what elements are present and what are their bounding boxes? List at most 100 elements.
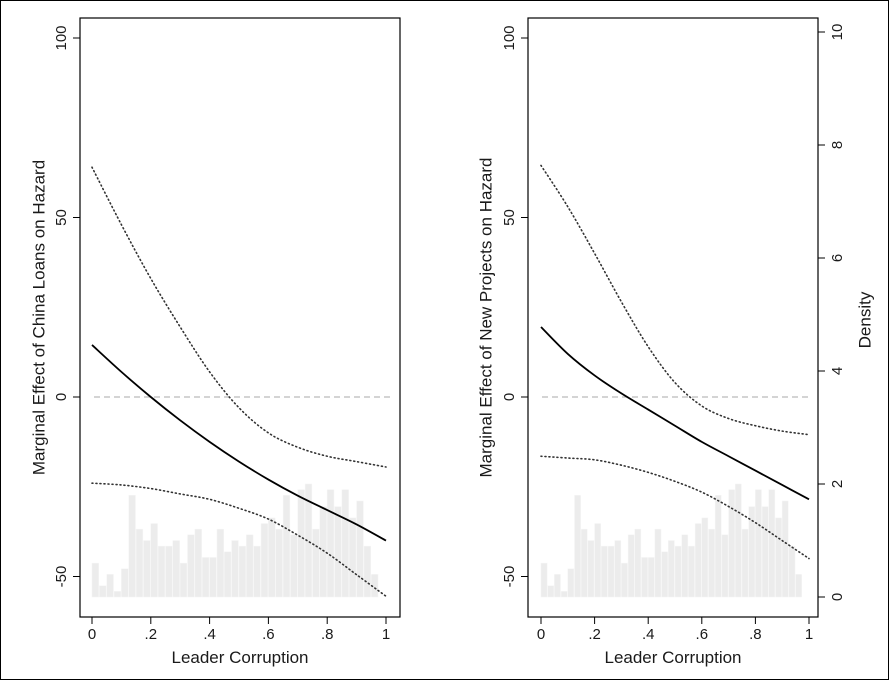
histogram-bar <box>775 517 782 598</box>
histogram-bar <box>202 557 210 598</box>
histogram-bar <box>150 523 158 598</box>
histogram-bar <box>567 568 575 598</box>
histogram-bar <box>312 528 320 598</box>
y-tick-label: 0 <box>53 393 70 401</box>
x-tick-label: .8 <box>749 626 762 643</box>
histogram-bar <box>654 528 662 598</box>
histogram-bar <box>172 540 180 598</box>
histogram-bar <box>755 489 762 598</box>
histogram-bar <box>121 568 129 598</box>
histogram-bar <box>349 517 357 598</box>
histogram-right <box>540 483 802 598</box>
y-axis-left: -50 0 50 100 <box>53 25 80 587</box>
histogram-bar <box>194 528 202 598</box>
histogram-bar <box>216 528 224 598</box>
effect-lines-right <box>540 164 810 560</box>
histogram-bar <box>554 574 561 598</box>
histogram-bar <box>674 545 682 598</box>
histogram-bar <box>547 585 555 598</box>
histogram-bar <box>708 528 715 598</box>
panel-new-projects: 0 .2 .4 .6 .8 1 -50 0 50 100 0 2 4 6 8 10 Leader Corr… <box>476 17 874 667</box>
marginal-effect-line <box>91 344 387 542</box>
histogram-bar <box>209 557 217 598</box>
histogram-bar <box>326 489 335 598</box>
histogram-bar <box>587 540 595 598</box>
y-axis-title-left: Marginal Effect of China Loans on Hazard <box>29 160 48 475</box>
histogram-bar <box>795 574 802 598</box>
density-tick-label: 0 <box>829 593 846 601</box>
histogram-bar <box>594 523 601 598</box>
histogram-bar <box>741 528 749 598</box>
y-tick-label: 50 <box>53 209 70 226</box>
density-tick-label: 2 <box>829 480 846 488</box>
y-tick-label: 100 <box>53 25 70 50</box>
x-tick-label: .8 <box>321 626 334 643</box>
histogram-bar <box>113 591 122 598</box>
ci-lower-line <box>540 455 810 560</box>
histogram-bar <box>260 523 269 598</box>
ci-lower-line <box>91 482 387 598</box>
histogram-bar <box>661 551 668 598</box>
histogram-bar <box>701 517 709 598</box>
histogram-bar <box>647 557 655 598</box>
histogram-bar <box>341 489 349 598</box>
density-tick-label: 6 <box>829 254 846 262</box>
x-tick-label: 1 <box>382 626 390 643</box>
histogram-bar <box>721 534 729 598</box>
histogram-bar <box>238 545 246 598</box>
x-axis-left: 0 .2 .4 .6 .8 1 <box>88 617 390 643</box>
histogram-bar <box>231 540 239 598</box>
histogram-bar <box>135 528 144 598</box>
histogram-bar <box>363 545 371 598</box>
density-tick-label: 10 <box>829 24 846 41</box>
histogram-bar <box>781 500 789 598</box>
x-tick-label: .4 <box>642 626 655 643</box>
x-tick-label: 1 <box>805 626 813 643</box>
x-tick-label: .2 <box>145 626 158 643</box>
histogram-bar <box>334 506 342 598</box>
histogram-bar <box>574 495 581 598</box>
histogram-bar <box>627 534 635 598</box>
histogram-bar <box>128 495 136 598</box>
y-tick-label: -50 <box>53 566 70 588</box>
histogram-bar <box>106 574 114 598</box>
histogram-bar <box>282 495 291 598</box>
histogram-bar <box>614 540 622 598</box>
histogram-bar <box>157 545 166 598</box>
ci-upper-line <box>91 166 387 468</box>
x-tick-label: 0 <box>537 626 545 643</box>
histogram-bar <box>668 540 675 598</box>
histogram-bar <box>304 483 313 598</box>
y-tick-label: 100 <box>501 25 518 50</box>
histogram-bar <box>601 545 608 598</box>
histogram-bar <box>165 545 173 598</box>
y-tick-label: 50 <box>501 209 518 226</box>
panel-china-loans: 0 .2 .4 .6 .8 1 -50 0 50 100 Leader Corruption M… <box>29 17 401 667</box>
histogram-bar <box>275 528 283 598</box>
histogram-bar <box>268 517 276 598</box>
x-tick-label: .2 <box>588 626 601 643</box>
plot-frame-right <box>527 17 819 618</box>
histogram-bar <box>688 545 695 598</box>
density-tick-label: 4 <box>829 367 846 375</box>
histogram-bar <box>634 528 642 598</box>
histogram-bar <box>735 483 742 598</box>
x-tick-label: .4 <box>203 626 216 643</box>
histogram-bar <box>319 506 327 598</box>
x-axis-title-left: Leader Corruption <box>171 648 308 667</box>
histogram-bar <box>290 534 298 598</box>
histogram-bar <box>694 523 702 598</box>
histogram-left <box>91 483 379 598</box>
histogram-bar <box>246 534 254 598</box>
histogram-bar <box>788 545 796 598</box>
histogram-bar <box>560 591 568 598</box>
marginal-effect-line <box>540 326 810 501</box>
y-tick-label: 0 <box>501 393 518 401</box>
y-axis-title-right: Marginal Effect of New Projects on Hazar… <box>476 158 495 478</box>
histogram-bar <box>641 557 648 598</box>
histogram-bar <box>768 489 776 598</box>
histogram-bar <box>356 500 364 598</box>
x-axis-right: 0 .2 .4 .6 .8 1 <box>537 617 813 643</box>
effect-lines-left <box>91 166 387 598</box>
